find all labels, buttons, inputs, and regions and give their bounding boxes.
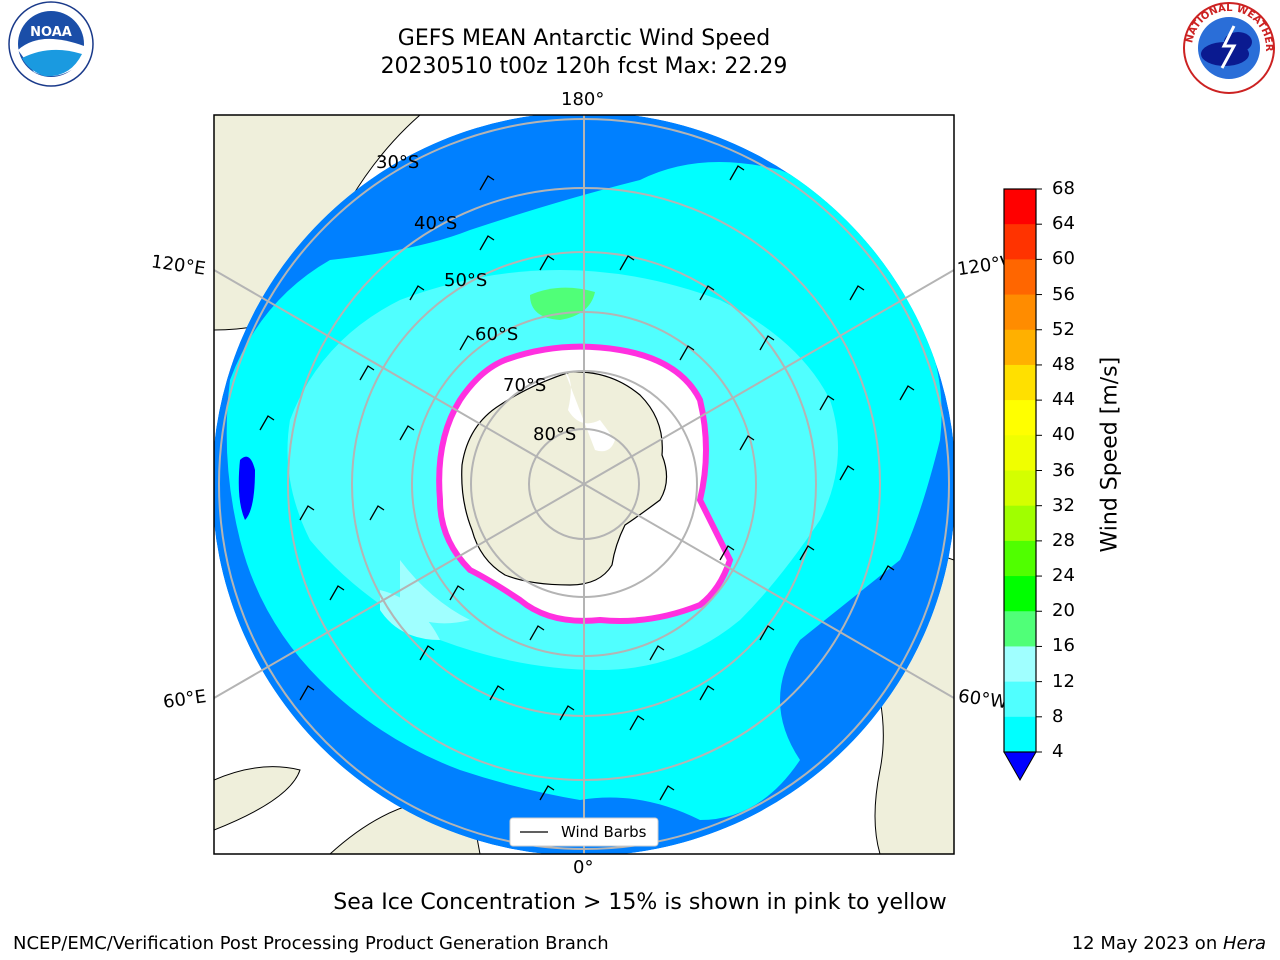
lat-label-30s: 30°S [376,152,420,173]
lat-label-50s: 50°S [444,270,488,291]
colorbar-tick-label: 44 [1052,389,1075,411]
colorbar-band [1004,716,1036,753]
colorbar-band [1004,294,1036,331]
colorbar-tick-label: 48 [1052,353,1075,375]
colorbar-band [1004,435,1036,471]
footer-date-text: 12 May 2023 on [1071,933,1223,954]
chart-title: GEFS MEAN Antarctic Wind Speed [397,26,771,51]
colorbar-tick-label: 16 [1052,635,1075,657]
lon-label-180: 180° [561,89,605,110]
colorbar-extend-arrow [1003,751,1037,782]
colorbar-tick-label: 60 [1052,248,1075,270]
colorbar-band [1004,681,1036,718]
footer-date: 12 May 2023 on Hera [1072,933,1266,954]
colorbar-band [1004,470,1036,507]
map-legend [509,817,659,847]
colorbar-band [1004,189,1036,225]
colorbar-tick-label: 24 [1052,565,1075,587]
colorbar-tick-label: 56 [1052,283,1075,305]
colorbar-tick-label: 8 [1052,705,1064,727]
colorbar-tick-label: 64 [1052,213,1075,235]
footer-host: Hera [1222,933,1266,954]
noaa-logo-text: NOAA [30,25,72,40]
lat-label-40s: 40°S [414,213,458,234]
colorbar [1003,188,1042,782]
colorbar-tick-label: 28 [1052,529,1075,551]
colorbar-tick-label: 40 [1052,424,1075,446]
colorbar-band [1004,505,1036,542]
madagascar-land [214,766,301,831]
wind-barbs [259,165,915,801]
colorbar-tick-label: 20 [1052,600,1075,622]
colorbar-band [1004,259,1036,296]
lat-label-70s: 70°S [503,375,547,396]
colorbar-band [1004,576,1036,612]
colorbar-tick-label: 12 [1052,670,1075,692]
colorbar-band [1004,329,1036,366]
graticule [214,115,954,854]
colorbar-band [1004,646,1036,683]
colorbar-band [1004,400,1036,436]
lat-label-60s: 60°S [475,324,519,345]
colorbar-tick-label: 4 [1052,741,1064,762]
colorbar-label: Wind Speed [m/s] [1097,356,1123,553]
wind-field-16-20 [380,560,470,640]
nws-logo: NATIONAL WEATHER SERVICE [1178,0,1275,94]
colorbar-tick-label: 52 [1052,318,1075,340]
antarctica-land [461,371,668,586]
colorbar-tick-label: 68 [1052,178,1075,199]
footer-credit: NCEP/EMC/Verification Post Processing Pr… [13,933,609,954]
colorbar-band [1004,224,1036,260]
colorbar-tick-label: 36 [1052,459,1075,481]
noaa-logo: NOAA [8,1,94,87]
colorbar-band [1004,611,1036,647]
map-frame [213,114,955,855]
wind-field-low [238,456,255,520]
lon-label-0: 0° [573,857,594,878]
colorbar-tick-label: 32 [1052,494,1075,516]
colorbar-band [1004,364,1036,401]
legend-label: Wind Barbs [561,823,647,841]
sea-ice-caption: Sea Ice Concentration > 15% is shown in … [333,890,947,915]
colorbar-band [1004,540,1036,577]
chart-subtitle: 20230510 t00z 120h fcst Max: 22.29 [380,54,788,79]
lat-label-80s: 80°S [533,424,577,445]
